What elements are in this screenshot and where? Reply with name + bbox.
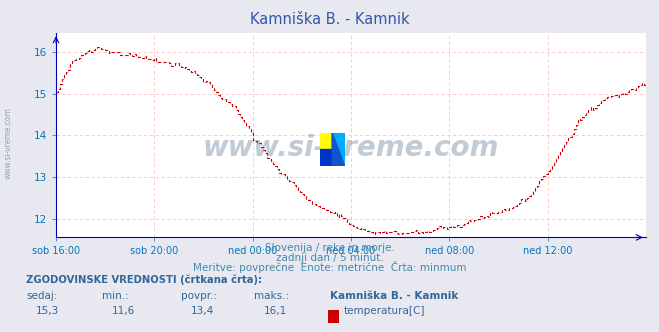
Text: Slovenija / reke in morje.: Slovenija / reke in morje.	[264, 243, 395, 253]
Polygon shape	[332, 133, 345, 166]
Text: sedaj:: sedaj:	[26, 291, 58, 301]
Bar	[320, 133, 332, 149]
Text: www.si-vreme.com: www.si-vreme.com	[203, 133, 499, 162]
Text: 16,1: 16,1	[264, 306, 287, 316]
Text: Kamniška B. - Kamnik: Kamniška B. - Kamnik	[250, 12, 409, 27]
Text: 15,3: 15,3	[36, 306, 59, 316]
Text: maks.:: maks.:	[254, 291, 289, 301]
Polygon shape	[332, 133, 345, 166]
Text: 13,4: 13,4	[191, 306, 214, 316]
Text: 11,6: 11,6	[112, 306, 135, 316]
Bar	[320, 149, 332, 166]
Text: Kamniška B. - Kamnik: Kamniška B. - Kamnik	[330, 291, 458, 301]
Text: temperatura[C]: temperatura[C]	[344, 306, 426, 316]
Text: min.:: min.:	[102, 291, 129, 301]
Text: povpr.:: povpr.:	[181, 291, 217, 301]
Text: www.si-vreme.com: www.si-vreme.com	[4, 107, 13, 179]
Bar	[332, 133, 345, 149]
Text: ZGODOVINSKE VREDNOSTI (črtkana črta):: ZGODOVINSKE VREDNOSTI (črtkana črta):	[26, 274, 262, 285]
Text: Meritve: povprečne  Enote: metrične  Črta: minmum: Meritve: povprečne Enote: metrične Črta:…	[192, 261, 467, 273]
Text: zadnji dan / 5 minut.: zadnji dan / 5 minut.	[275, 253, 384, 263]
